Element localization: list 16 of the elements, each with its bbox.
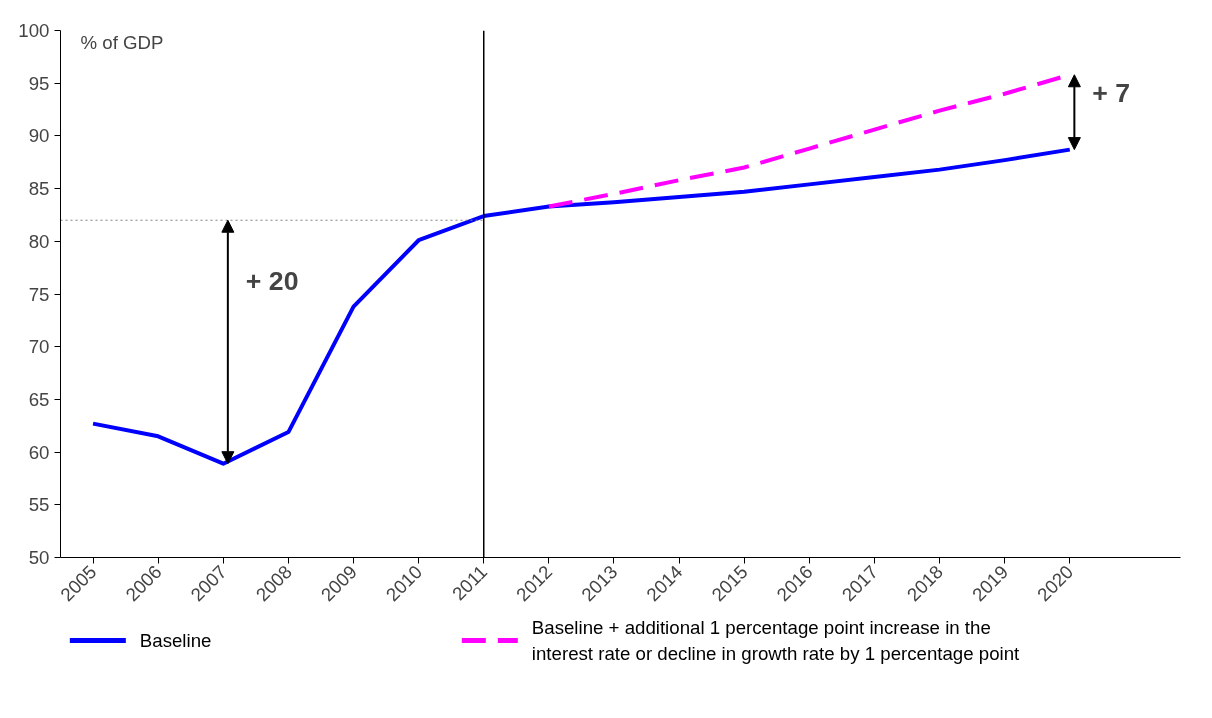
y-tick-label: 65 bbox=[28, 388, 50, 410]
legend-label: Baseline + additional 1 percentage point increase in the interest rate or decline in growth rate by 1 percentage point bbox=[531, 617, 1021, 664]
y-tick-label: 70 bbox=[28, 336, 50, 358]
y-tick-label: 100 bbox=[18, 20, 50, 41]
annotation: + 7 bbox=[1092, 78, 1131, 109]
y-tick-label: 95 bbox=[28, 72, 50, 94]
y-axis-title: % of GDP bbox=[80, 31, 164, 53]
y-tick-label: 60 bbox=[28, 441, 50, 463]
y-tick-label: 85 bbox=[28, 178, 50, 200]
y-tick-label: 90 bbox=[28, 125, 50, 147]
y-tick-label: 55 bbox=[28, 494, 50, 516]
legend-label: Baseline bbox=[139, 630, 212, 651]
y-tick-label: 80 bbox=[28, 230, 50, 252]
annotation: + 20 bbox=[245, 266, 299, 297]
y-tick-label: 75 bbox=[28, 283, 50, 305]
y-tick-label: 50 bbox=[28, 547, 50, 568]
